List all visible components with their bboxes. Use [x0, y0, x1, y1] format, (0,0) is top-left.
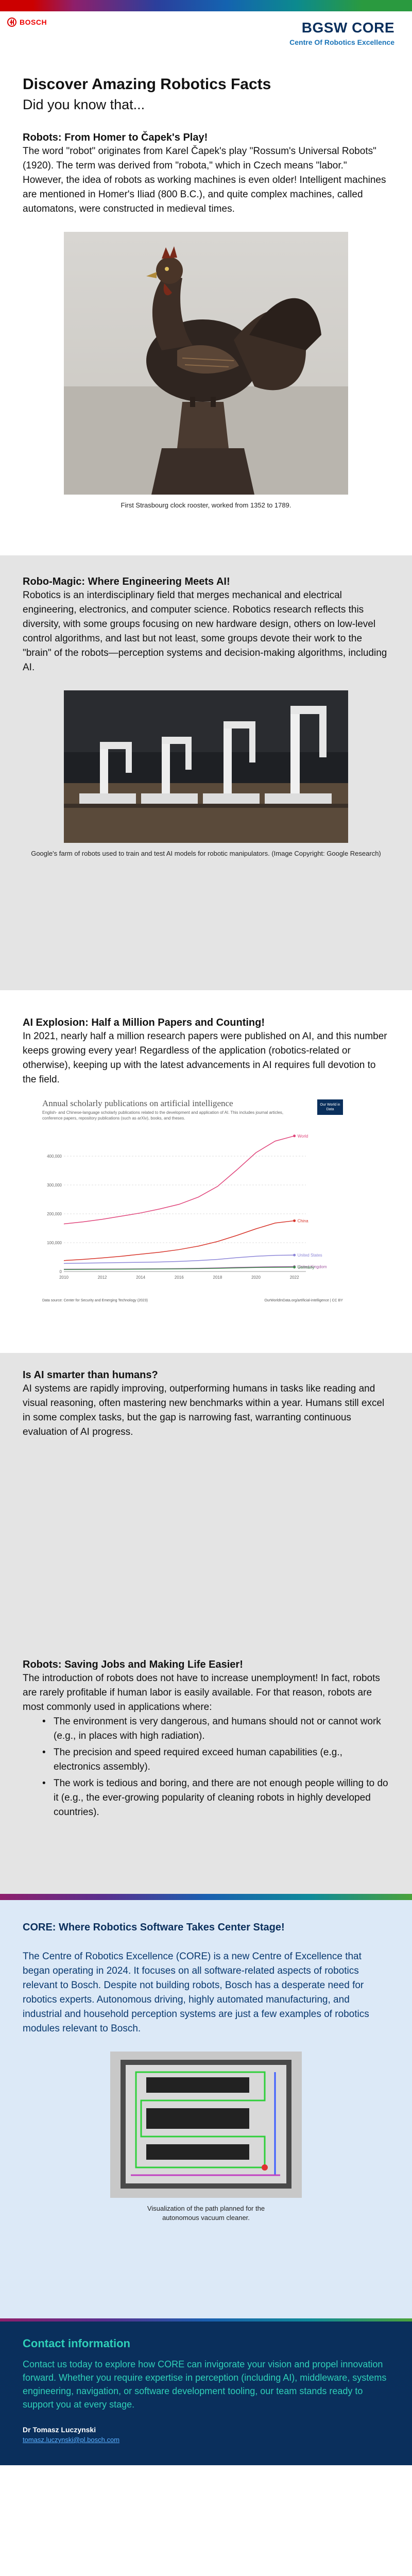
- publications-chart: Annual scholarly publications on artific…: [38, 1098, 347, 1304]
- chart-subtitle: English- and Chinese-language scholarly …: [42, 1110, 284, 1121]
- series-endpoint: [293, 1253, 296, 1257]
- series-label: World: [298, 1134, 308, 1139]
- x-tick-label: 2012: [98, 1275, 107, 1280]
- rooster-image: [64, 232, 348, 495]
- y-tick-label: 200,000: [47, 1212, 62, 1216]
- section-title: CORE: Where Robotics Software Takes Cent…: [23, 1922, 285, 1933]
- contact-section: Contact information Contact us today to …: [0, 2321, 412, 2465]
- bullet-list: The environment is very dangerous, and h…: [42, 1715, 389, 1820]
- series-line-germany: [63, 1266, 295, 1270]
- figure-caption: Google's farm of robots used to train an…: [31, 850, 381, 857]
- bosch-armature-icon: [7, 18, 16, 27]
- section-body: The word "robot" originates from Karel Č…: [23, 146, 386, 214]
- page-title: Discover Amazing Robotics Facts: [23, 76, 271, 93]
- x-tick-label: 2020: [251, 1275, 261, 1280]
- section-body: Robotics is an interdisciplinary field t…: [23, 590, 387, 673]
- section-title: Robots: Saving Jobs and Making Life Easi…: [23, 1659, 243, 1670]
- contact-email-link[interactable]: tomasz.luczynski@pl.bosch.com: [23, 2436, 120, 2444]
- y-tick-label: 100,000: [47, 1241, 62, 1245]
- series-label: United States: [298, 1253, 322, 1258]
- y-tick-label: 0: [60, 1269, 62, 1274]
- color-divider: [0, 2318, 412, 2321]
- series-label: China: [298, 1218, 308, 1223]
- owid-badge: Our World in Data: [317, 1099, 343, 1115]
- contact-title: Contact information: [23, 2337, 130, 2350]
- bullet-item: The work is tedious and boring, and ther…: [42, 1776, 389, 1820]
- section-homer: Robots: From Homer to Čapek's Play! The …: [0, 113, 412, 555]
- section-title: AI Explosion: Half a Million Papers and …: [23, 1017, 265, 1028]
- section-body: In 2021, nearly half a million research …: [23, 1031, 387, 1085]
- x-tick-label: 2018: [213, 1275, 222, 1280]
- section-body: The Centre of Robotics Excellence (CORE)…: [23, 1951, 369, 2034]
- brand-color-bar: [0, 0, 412, 11]
- x-tick-label: 2014: [136, 1275, 145, 1280]
- contact-name: Dr Tomasz Luczynski: [23, 2426, 96, 2434]
- series-line-china: [63, 1220, 295, 1261]
- y-tick-label: 400,000: [47, 1154, 62, 1159]
- chart-credit: OurWorldInData.org/artificial-intelligen…: [264, 1299, 343, 1302]
- section-title: Robo-Magic: Where Engineering Meets AI!: [23, 576, 230, 587]
- bullet-item: The precision and speed required exceed …: [42, 1745, 389, 1774]
- bosch-logo-text: BOSCH: [20, 18, 47, 26]
- vacuum-path-image: [110, 2052, 302, 2198]
- robot-farm-image: [64, 690, 348, 843]
- section-ai-explosion: AI Explosion: Half a Million Papers and …: [0, 990, 412, 1353]
- y-tick-label: 300,000: [47, 1183, 62, 1188]
- series-line-world: [63, 1136, 295, 1225]
- vacuum-path-figure: Visualization of the path planned for th…: [23, 2052, 389, 2223]
- section-title: Robots: From Homer to Čapek's Play!: [23, 132, 208, 143]
- robot-arm: [203, 721, 260, 804]
- brand-subtitle: Centre Of Robotics Excellence: [289, 38, 394, 46]
- section-body: AI systems are rapidly improving, outper…: [23, 1383, 385, 1437]
- robot-arm: [265, 706, 332, 804]
- page-header: BOSCH BGSW CORE Centre Of Robotics Excel…: [0, 11, 412, 53]
- series-label: Germany: [298, 1265, 315, 1270]
- series-endpoint: [293, 1219, 296, 1222]
- section-ai-smarter: Is AI smarter than humans? AI systems ar…: [0, 1353, 412, 1658]
- section-title: Is AI smarter than humans?: [23, 1369, 158, 1381]
- section-saving-jobs: Robots: Saving Jobs and Making Life Easi…: [0, 1658, 412, 1894]
- figure-caption: Visualization of the path planned for th…: [147, 2205, 265, 2222]
- series-endpoint: [293, 1134, 296, 1138]
- section-robomagic: Robo-Magic: Where Engineering Meets AI! …: [0, 555, 412, 990]
- series-label: United Kingdom: [298, 1264, 327, 1269]
- chart-source: Data source: Center for Security and Eme…: [42, 1299, 148, 1302]
- intro: Discover Amazing Robotics Facts Did you …: [0, 53, 412, 113]
- section-body: The introduction of robots does not have…: [23, 1673, 380, 1713]
- bosch-logo: BOSCH: [7, 18, 47, 27]
- robot-farm-figure: Google's farm of robots used to train an…: [23, 690, 389, 858]
- robot-arm: [79, 742, 136, 804]
- x-tick-label: 2010: [59, 1275, 68, 1280]
- x-tick-label: 2016: [175, 1275, 184, 1280]
- section-core: CORE: Where Robotics Software Takes Cent…: [0, 1900, 412, 2318]
- chart-title: Annual scholarly publications on artific…: [42, 1098, 233, 1108]
- core-brand: BGSW CORE Centre Of Robotics Excellence: [289, 20, 394, 46]
- x-tick-label: 2022: [290, 1275, 299, 1280]
- brand-title: BGSW CORE: [301, 20, 394, 36]
- contact-body: Contact us today to explore how CORE can…: [23, 2359, 387, 2410]
- bullet-item: The environment is very dangerous, and h…: [42, 1715, 389, 1743]
- page-subtitle: Did you know that...: [23, 97, 145, 112]
- color-divider: [0, 1894, 412, 1900]
- series-endpoint: [293, 1266, 296, 1269]
- rooster-figure: First Strasbourg clock rooster, worked f…: [23, 232, 389, 510]
- figure-caption: First Strasbourg clock rooster, worked f…: [121, 501, 291, 509]
- series-line-united-states: [63, 1255, 295, 1264]
- chart-plot: 0 100,000 200,000 300,000 400,000 2010 2012 201…: [47, 1134, 327, 1280]
- robot-arm: [141, 737, 198, 804]
